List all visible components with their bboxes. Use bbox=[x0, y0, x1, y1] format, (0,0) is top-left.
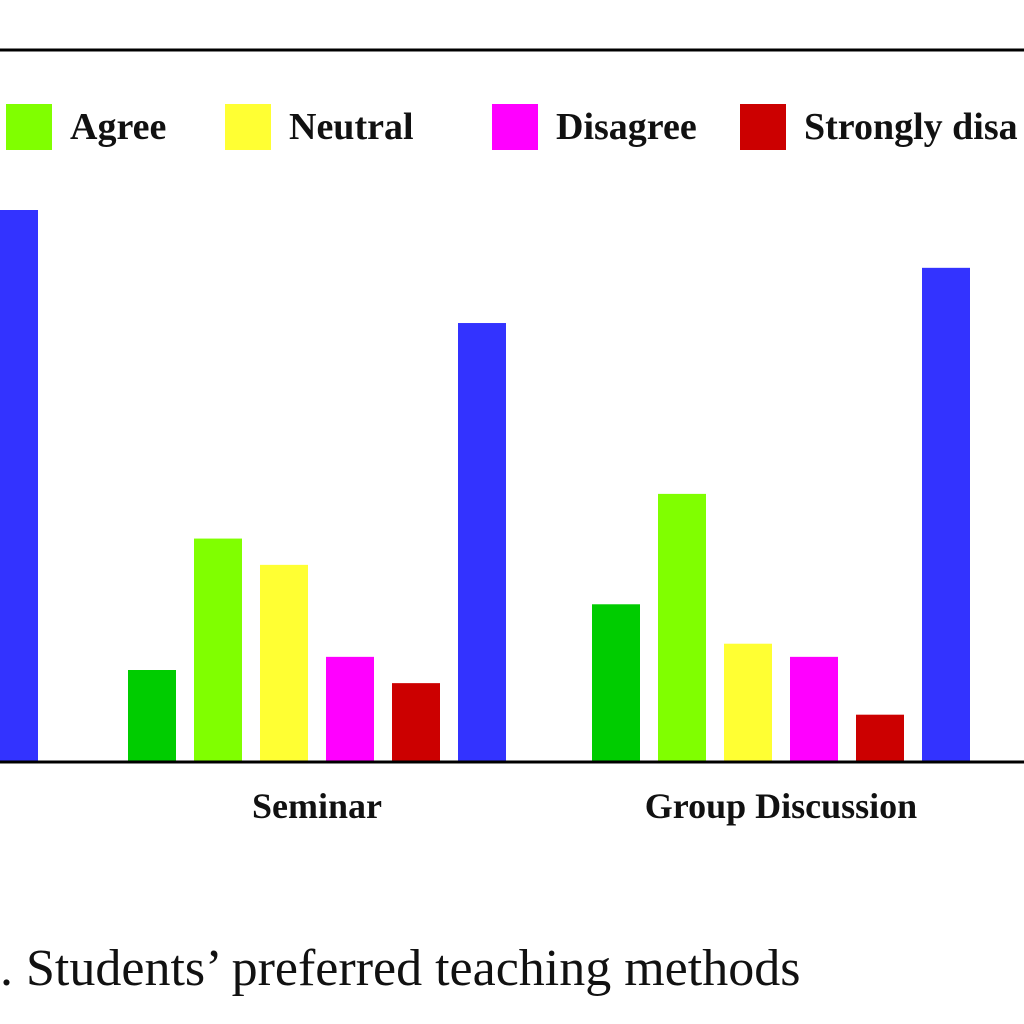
figure-caption: . Students’ preferred teaching methods bbox=[0, 940, 800, 997]
bar-s3-c1 bbox=[326, 656, 374, 762]
legend-label-3: Strongly disa bbox=[804, 106, 1018, 148]
legend-swatch-1 bbox=[225, 104, 271, 150]
legend-swatch-0 bbox=[6, 104, 52, 150]
legend: Agree Neutral Disagree Strongly disa bbox=[6, 104, 1018, 150]
bar-s0-c2 bbox=[592, 604, 640, 762]
legend-swatch-3 bbox=[740, 104, 786, 150]
tick-label-1: Seminar bbox=[252, 786, 382, 826]
bar-s1-c1 bbox=[194, 538, 242, 762]
bars-group bbox=[0, 210, 970, 762]
bar-s5-c1 bbox=[458, 323, 506, 762]
legend-label-1: Neutral bbox=[289, 106, 414, 148]
bar-s3-c2 bbox=[790, 656, 838, 762]
bar-s5-c2 bbox=[922, 267, 970, 762]
legend-label-0: Agree bbox=[70, 106, 166, 148]
legend-label-2: Disagree bbox=[556, 106, 697, 148]
legend-swatch-2 bbox=[492, 104, 538, 150]
x-tick-labels: Seminar Group Discussion bbox=[252, 786, 917, 826]
bar-s1-c2 bbox=[658, 493, 706, 762]
bar-s2-c1 bbox=[260, 564, 308, 762]
bar-s4-c2 bbox=[856, 714, 904, 762]
tick-label-2: Group Discussion bbox=[645, 786, 917, 826]
bar-s4-c1 bbox=[392, 683, 440, 762]
bar-s0-c1 bbox=[128, 670, 176, 762]
bar-s5-c0 bbox=[0, 210, 38, 762]
bar-s2-c2 bbox=[724, 643, 772, 762]
